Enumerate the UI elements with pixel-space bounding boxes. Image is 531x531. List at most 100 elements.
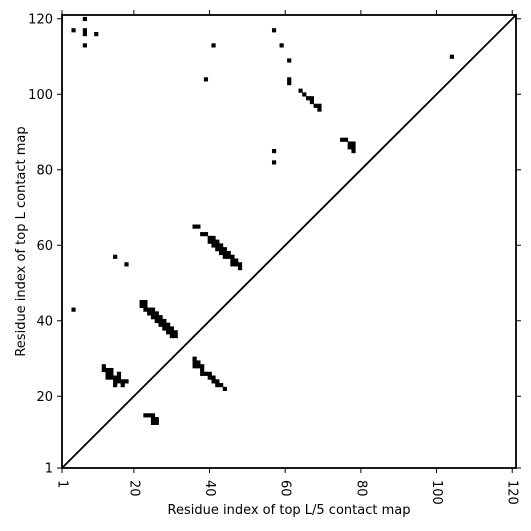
contact-point xyxy=(162,326,167,331)
contact-point xyxy=(207,371,212,376)
contact-point xyxy=(158,315,163,320)
contact-point xyxy=(222,250,227,256)
contact-point xyxy=(287,58,292,63)
contact-point xyxy=(139,300,144,305)
contact-point xyxy=(113,254,118,259)
contact-point xyxy=(298,88,303,93)
contact-point xyxy=(234,258,239,263)
contact-point xyxy=(219,247,224,252)
contact-point xyxy=(154,311,159,316)
y-tick-label: 40 xyxy=(36,314,53,329)
contact-point xyxy=(169,333,174,339)
y-axis-label: Residue index of top L contact map xyxy=(14,126,29,356)
x-tick-label: 40 xyxy=(202,480,217,497)
contact-point xyxy=(124,262,129,267)
contact-point xyxy=(166,326,171,331)
contact-point xyxy=(271,160,277,165)
contact-point xyxy=(154,420,159,425)
contact-point xyxy=(120,383,125,388)
contact-point xyxy=(271,28,277,33)
contact-point xyxy=(196,364,201,369)
contact-point xyxy=(347,145,352,150)
contact-point xyxy=(150,315,156,320)
contact-point xyxy=(279,43,284,48)
contact-point xyxy=(211,235,216,241)
x-tick-label: 60 xyxy=(278,480,293,497)
contact-point xyxy=(147,311,152,316)
y-tick-label: 120 xyxy=(28,12,53,27)
contact-point xyxy=(101,364,106,369)
contact-point xyxy=(203,77,209,82)
contact-point xyxy=(237,266,243,271)
contact-point xyxy=(116,371,122,376)
contact-point xyxy=(105,371,110,376)
contact-point xyxy=(207,375,212,380)
contact-point xyxy=(226,254,231,259)
contact-point xyxy=(207,239,212,244)
y-tick-label: 20 xyxy=(36,390,53,405)
contact-point xyxy=(351,149,356,154)
contact-point xyxy=(150,413,156,418)
contact-point xyxy=(340,137,345,142)
contact-point xyxy=(215,247,220,252)
contact-point xyxy=(82,31,87,37)
contact-point xyxy=(101,367,106,373)
contact-point xyxy=(158,322,163,327)
contact-point xyxy=(116,379,122,384)
contact-point xyxy=(317,103,322,108)
contact-point xyxy=(215,239,220,244)
contact-point xyxy=(162,318,167,324)
contact-point xyxy=(82,43,87,48)
contact-point xyxy=(306,96,311,101)
contact-point xyxy=(313,103,318,108)
contact-point xyxy=(203,371,209,376)
x-tick-label: 100 xyxy=(429,480,444,505)
contact-point xyxy=(219,383,224,388)
x-tick-label: 120 xyxy=(505,480,520,505)
contact-point xyxy=(287,77,292,82)
contact-point xyxy=(124,379,129,384)
contact-point xyxy=(211,379,216,384)
y-tick-label: 100 xyxy=(28,88,53,103)
contact-point xyxy=(192,364,197,369)
contact-point xyxy=(317,107,322,112)
contact-point xyxy=(237,262,243,267)
contact-point xyxy=(162,322,167,327)
contact-point xyxy=(109,367,114,373)
contact-point xyxy=(271,149,277,154)
contact-point xyxy=(449,54,454,59)
diagonal-line xyxy=(61,14,517,469)
x-axis-label: Residue index of top L/5 contact map xyxy=(168,503,411,518)
contact-point xyxy=(230,262,235,267)
contact-point xyxy=(192,356,197,361)
contact-point xyxy=(147,307,152,312)
contact-point xyxy=(71,28,76,33)
contact-point xyxy=(230,258,235,263)
contact-point xyxy=(173,333,178,339)
contact-point xyxy=(215,243,220,248)
x-tick-label: 1 xyxy=(55,480,70,488)
contact-point xyxy=(215,379,220,384)
contact-point xyxy=(158,318,163,324)
contact-point xyxy=(200,371,205,376)
contact-point xyxy=(309,99,314,105)
contact-point xyxy=(196,360,201,365)
contact-point xyxy=(347,141,352,146)
contact-point xyxy=(147,413,152,418)
contact-point xyxy=(211,43,216,48)
contact-point xyxy=(143,303,148,308)
contact-point xyxy=(150,307,156,312)
contact-point xyxy=(200,364,205,369)
contact-point xyxy=(219,243,224,248)
contact-point xyxy=(211,243,216,248)
contact-point xyxy=(113,383,118,388)
contact-point xyxy=(192,224,197,229)
contact-point xyxy=(222,247,227,252)
contact-point xyxy=(211,239,216,244)
contact-point xyxy=(120,379,125,384)
contact-point xyxy=(169,326,174,331)
contact-point xyxy=(166,322,171,327)
contact-point xyxy=(196,224,201,229)
contact-point xyxy=(109,375,114,380)
contact-point xyxy=(192,360,197,365)
